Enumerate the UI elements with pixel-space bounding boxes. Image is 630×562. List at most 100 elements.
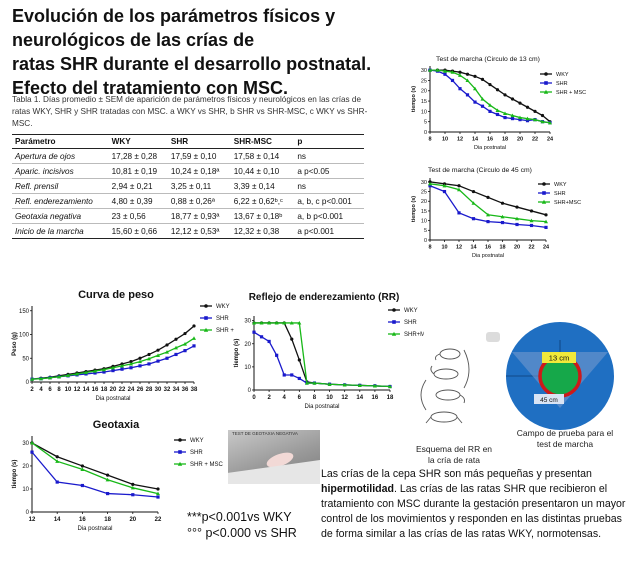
data-point [129,361,133,366]
rr-photo-thumbnail [486,332,500,342]
data-point [138,364,142,368]
table-row: Refl. enderezamiento 4,80 ± 0,39 0,88 ± … [12,193,364,209]
data-point [55,455,59,459]
data-point [525,105,530,109]
data-point [465,78,470,83]
legend-label: SHR+MSC [554,200,581,206]
cell-p: ns [294,148,364,164]
series-line-wky [254,322,391,388]
series-line-wky [430,69,551,123]
x-tick-label: 14 [356,395,363,401]
data-point [30,377,34,381]
data-point [503,111,507,116]
chart-title: Geotaxia [93,419,140,431]
data-point [259,335,264,339]
data-point [259,320,264,325]
x-axis-label: Dia postnatal [474,145,506,151]
data-point [39,376,43,381]
conclusion-text: Las crías de la cepa SHR son más pequeña… [321,467,626,542]
x-tick-label: 22 [528,245,534,251]
series-line-shr [31,451,159,498]
y-tick-label: 30 [244,319,251,325]
data-point [282,320,287,325]
x-tick-label: 12 [457,137,463,143]
y-tick-label: 20 [421,89,427,95]
x-tick-label: 16 [372,395,379,401]
legend-label: SHR [216,316,229,322]
data-point [515,222,519,227]
data-point [480,104,485,108]
x-tick-label: 10 [326,395,333,401]
arena-outer-label: 45 cm [540,397,558,404]
x-tick-label: 2 [30,387,34,393]
data-point [488,82,492,87]
data-point [165,350,169,354]
data-point [529,209,534,213]
data-point [540,113,545,118]
x-tick-label: 14 [470,245,477,251]
data-point [342,382,347,387]
legend-marker [543,89,549,94]
x-tick-label: 8 [313,395,317,401]
page-title: Evolución de los parámetros físicos y ne… [12,4,412,100]
data-point [510,113,515,118]
x-tick-label: 6 [48,387,52,393]
x-tick-label: 4 [283,395,287,401]
data-point [252,320,256,325]
data-point [486,219,490,224]
data-point [503,115,507,120]
data-point [192,324,196,328]
y-tick-label: 100 [19,333,30,339]
y-axis-label: tiempo (s) [12,460,18,489]
data-point [458,73,462,77]
y-tick-label: 10 [22,487,29,493]
sig-line-2: °°° p<0.000 vs SHR [187,526,297,540]
data-point [130,485,135,490]
data-point [75,371,79,376]
data-point [297,320,302,325]
geotaxia-photo: TEST DE GEOTAXIA NEGATIVA [228,430,320,484]
y-tick-label: 10 [421,109,427,115]
cell-shr: 12,12 ± 0,53ª [167,223,231,239]
rr-caption-line2: la cría de rata [428,455,480,465]
data-point [80,467,85,471]
legend-label: SHR [554,191,566,197]
data-point [252,330,256,334]
data-point [372,383,377,388]
data-point [495,112,500,117]
y-tick-label: 10 [421,219,427,225]
cell-shr: 10,24 ± 0,18ª [167,163,231,179]
chart-geotaxia: Geotaxia 0 10 20 30 12 14 16 18 20 22 Dia postnatal… [12,419,224,532]
data-point [57,374,61,379]
data-point [156,353,160,357]
series-line-shr-msc [254,322,391,388]
y-tick-label: 0 [26,380,30,386]
data-point [488,103,492,107]
data-point [471,189,476,194]
x-tick-label: 14 [54,517,61,523]
rr-caption-line1: Esquema del RR en [415,444,493,454]
conclusion-part2: . Las crías de las ratas SHR que recibie… [321,483,626,540]
legend-label: SHR + MSC [556,90,586,96]
data-point [327,382,332,386]
cell-param: Refl. prensil [12,178,109,194]
data-point [515,216,519,221]
y-tick-label: 15 [421,99,427,105]
sig-line-1: ***p<0.001vs WKY [187,510,292,524]
legend-label: SHR [404,320,417,326]
data-point [473,100,477,104]
data-point [510,116,515,121]
series-line-shr-msc [430,69,551,124]
data-point [147,352,151,357]
header-p: p [294,134,364,149]
y-tick-label: 30 [22,441,29,447]
cell-shr-msc: 10,44 ± 0,10 [230,163,295,179]
x-tick-label: 30 [155,387,162,393]
y-tick-label: 0 [424,130,427,136]
x-tick-label: 10 [65,387,72,393]
series-line-shr-msc [31,442,159,495]
data-point [495,88,500,92]
series-line-shr [429,69,551,124]
data-point [388,384,392,389]
